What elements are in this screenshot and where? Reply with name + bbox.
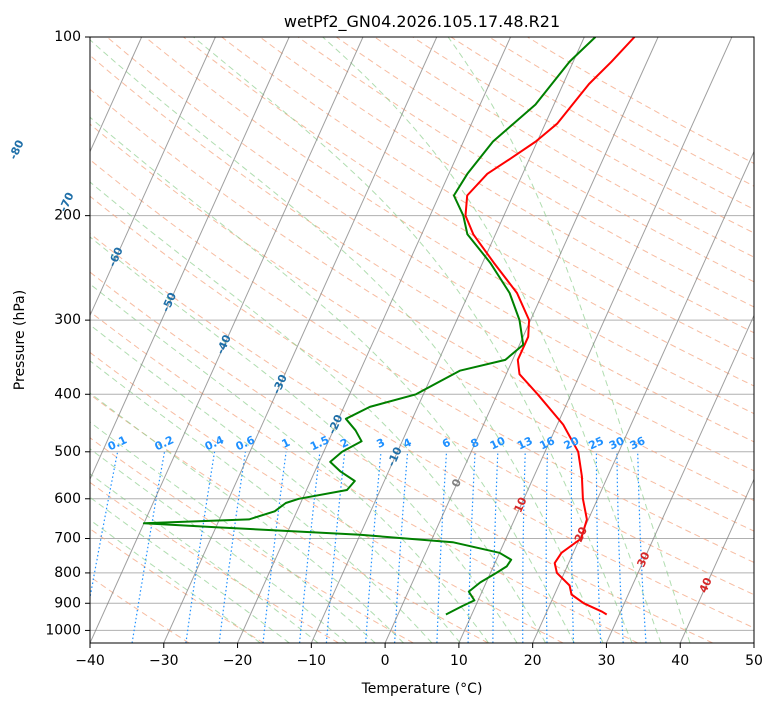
isotherm	[90, 37, 364, 643]
moist-adiabat	[447, 37, 691, 643]
moist-adiabat	[90, 392, 404, 643]
mixing-ratio-line	[325, 451, 346, 643]
x-tick-label: 10	[450, 653, 468, 669]
mixing-ratio-label: 36	[628, 434, 648, 452]
moist-adiabat	[90, 116, 575, 643]
mixing-ratio-label: 30	[607, 434, 627, 452]
moist-adiabat	[90, 283, 489, 643]
dry-adiabat-label: 20	[572, 525, 590, 545]
dry-adiabat	[90, 123, 754, 532]
isotherm	[679, 477, 754, 643]
moist-adiabat	[90, 473, 319, 643]
y-tick-label: 500	[54, 444, 81, 460]
isotherm	[237, 37, 511, 643]
dry-adiabat	[90, 271, 713, 643]
x-tick-label: −10	[297, 653, 327, 669]
axis-ticks: −40 −30 −20 −10 0 10 20 30 40 50 100 200 300 400 500 60…	[45, 29, 763, 669]
mixing-ratio-label: 16	[537, 434, 557, 452]
dry-adiabat	[90, 528, 265, 643]
isotherm	[90, 37, 216, 317]
mixing-ratio-line	[436, 451, 448, 643]
dry-adiabat	[259, 37, 754, 334]
x-tick-label: −30	[149, 653, 179, 669]
moist-adiabat	[90, 324, 461, 643]
y-tick-label: 700	[54, 531, 81, 547]
dry-adiabat	[90, 195, 754, 596]
line-labels: -100-90-80-70-60-50-40-30-20-10010203040…	[7, 138, 715, 595]
dry-adiabat	[90, 351, 564, 643]
moist-adiabat	[90, 236, 518, 643]
x-tick-label: −20	[223, 653, 253, 669]
y-tick-label: 600	[54, 491, 81, 507]
y-tick-label: 800	[54, 565, 81, 581]
x-tick-label: 20	[524, 653, 542, 669]
x-tick-label: −40	[75, 653, 105, 669]
isotherm	[605, 314, 754, 643]
moist-adiabat	[322, 37, 662, 643]
mixing-ratio-line	[262, 451, 287, 643]
dry-adiabat	[90, 311, 639, 643]
y-tick-label: 100	[54, 29, 81, 45]
y-tick-label: 1000	[45, 622, 81, 638]
mixing-ratio-line	[394, 451, 409, 643]
moist-adiabat	[193, 37, 633, 643]
plot-frame	[89, 36, 755, 644]
mixing-ratio-label: 13	[515, 434, 534, 452]
y-tick-label: 900	[54, 595, 81, 611]
isotherm	[163, 37, 438, 643]
dry-adiabat-label: 40	[697, 575, 715, 595]
dry-adiabat	[106, 37, 754, 443]
moist-adiabat	[90, 39, 604, 643]
x-tick-label: 50	[745, 653, 763, 669]
y-axis-label: Pressure (hPa)	[12, 290, 28, 390]
dry-adiabat	[144, 37, 754, 415]
dry-adiabat	[90, 481, 339, 643]
isotherm	[90, 37, 290, 481]
x-tick-label: 30	[598, 653, 616, 669]
y-tick-label: 300	[54, 312, 81, 328]
x-axis-label: Temperature (°C)	[361, 681, 483, 697]
isotherm	[532, 150, 754, 643]
mixing-ratio-line	[218, 451, 246, 643]
dry-adiabat	[183, 37, 754, 387]
dry-adiabat-label: 30	[634, 550, 652, 570]
moist-adiabat	[90, 421, 376, 643]
mixing-ratio-line	[185, 451, 216, 643]
mixing-ratio-label: 25	[587, 434, 606, 452]
dewpoint-line	[142, 37, 597, 616]
background-lines	[90, 37, 754, 643]
moist-adiabat	[90, 360, 433, 643]
mixing-ratio-line	[365, 451, 382, 643]
x-tick-label: 0	[381, 653, 390, 669]
temperature-line	[464, 37, 636, 616]
y-tick-label: 400	[54, 386, 81, 402]
profile-lines	[142, 37, 636, 616]
y-tick-label: 200	[54, 208, 81, 224]
moist-adiabat	[90, 496, 290, 643]
plot-area	[90, 37, 754, 643]
mixing-ratio-label: 20	[562, 434, 582, 452]
isotherm	[90, 37, 143, 153]
dry-adiabat-label: 10	[512, 495, 530, 515]
mixing-ratio-label: 10	[488, 434, 508, 452]
x-tick-label: 40	[671, 653, 689, 669]
isotherm	[458, 37, 733, 643]
moist-adiabat	[90, 181, 547, 643]
dry-adiabat	[221, 37, 754, 360]
chart-title: wetPf2_GN04.2026.105.17.48.R21	[284, 12, 560, 32]
moist-adiabat	[90, 519, 261, 643]
mixing-ratio-line	[637, 451, 647, 643]
